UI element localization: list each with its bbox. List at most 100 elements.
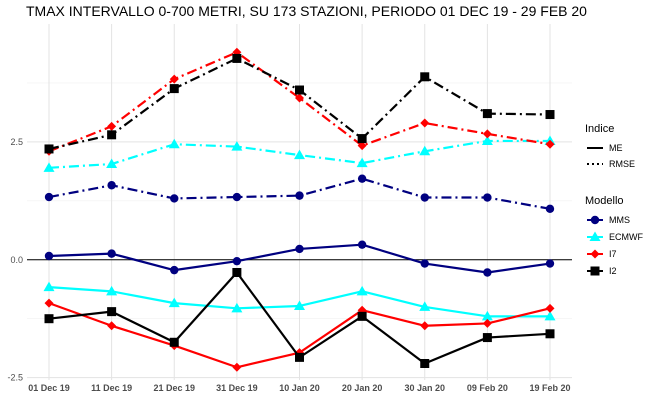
data-point: [420, 358, 430, 368]
chart-title: TMAX INTERVALLO 0-700 METRI, SU 173 STAZ…: [26, 3, 587, 19]
data-point: [44, 251, 54, 261]
axis-layer: -2.5 0.0 2.5 01 Dec 19 11 Dec 19 21 Dec 19 31 …: [7, 137, 570, 393]
data-point: [483, 268, 492, 277]
x-tick-label: 09 Feb 20: [467, 383, 508, 393]
series-layer: [43, 47, 556, 372]
data-point: [170, 265, 179, 275]
series-i2-rmse: [44, 53, 555, 154]
series-mms-rmse: [44, 174, 555, 214]
legend-label-i2: I2: [609, 266, 617, 276]
data-point: [169, 74, 179, 84]
data-point: [357, 141, 367, 151]
data-point: [231, 302, 243, 313]
data-point: [106, 158, 118, 169]
x-tick-label: 30 Jan 20: [404, 383, 445, 393]
data-point: [545, 329, 555, 339]
data-point: [294, 149, 305, 160]
data-point: [545, 204, 555, 214]
data-point: [544, 310, 556, 321]
legend-label-ecmwf: ECMWF: [609, 232, 643, 242]
data-point: [168, 138, 180, 149]
series-mms-me: [44, 240, 555, 277]
series-ecmwf-me: [43, 281, 556, 321]
data-point: [419, 145, 431, 156]
legend-title-modello: Modello: [585, 195, 624, 207]
data-point: [420, 72, 430, 82]
data-point: [483, 193, 492, 202]
data-point: [44, 144, 54, 154]
legend-label-me: ME: [609, 143, 623, 153]
data-point: [481, 135, 493, 145]
data-point: [232, 192, 242, 202]
data-point: [43, 281, 55, 292]
data-point: [419, 301, 431, 311]
data-point: [44, 314, 54, 324]
data-point: [107, 307, 117, 317]
data-point: [420, 118, 430, 128]
data-point: [357, 240, 367, 249]
x-tick-label: 31 Dec 19: [216, 383, 258, 393]
data-point: [44, 298, 54, 308]
y-tick-label: 2.5: [10, 137, 23, 147]
data-point: [107, 130, 117, 140]
data-point: [545, 259, 555, 268]
data-point: [481, 310, 493, 321]
data-point: [295, 352, 304, 362]
data-point: [545, 303, 555, 313]
x-tick-label: 21 Dec 19: [153, 383, 195, 393]
data-point: [107, 181, 116, 190]
data-point: [482, 129, 492, 139]
data-point: [107, 321, 117, 331]
x-tick-label: 01 Dec 19: [28, 383, 70, 393]
y-tick-label: -2.5: [7, 373, 23, 383]
data-point: [420, 193, 429, 202]
legend-label-mms: MMS: [609, 215, 630, 225]
data-point: [420, 259, 429, 268]
data-point: [357, 311, 367, 321]
data-point: [107, 121, 117, 131]
data-point: [232, 53, 242, 63]
data-point: [168, 297, 180, 308]
data-point: [482, 318, 492, 328]
legend-key-marker-ecmwf: [589, 231, 601, 241]
data-point: [545, 110, 555, 120]
data-point: [295, 93, 304, 103]
series-line: [48, 177, 551, 210]
data-point: [43, 162, 55, 172]
data-point: [295, 191, 304, 200]
x-tick-label: 11 Dec 19: [91, 383, 132, 393]
data-point: [356, 157, 368, 168]
data-point: [44, 192, 54, 202]
data-point: [295, 244, 304, 254]
data-point: [170, 194, 179, 203]
data-point: [169, 84, 179, 94]
legend-key-marker-mms: [590, 215, 600, 225]
data-point: [545, 139, 555, 149]
data-point: [482, 333, 492, 343]
legend-key-marker-i7: [590, 249, 600, 259]
legend-title-indice: Indice: [585, 123, 614, 135]
data-point: [106, 285, 118, 296]
x-tick-label: 19 Feb 20: [529, 383, 570, 393]
data-point: [482, 109, 492, 119]
series-i2-me: [44, 267, 555, 368]
data-point: [294, 300, 305, 310]
y-tick-label: 0.0: [10, 255, 23, 265]
data-point: [356, 285, 368, 296]
data-point: [357, 134, 367, 144]
data-point: [231, 141, 243, 151]
legend: Indice ME RMSE Modello MMS ECMWF I7 I2: [585, 123, 643, 276]
data-point: [169, 337, 179, 347]
legend-label-i7: I7: [609, 249, 617, 259]
x-tick-label: 10 Jan 20: [279, 383, 320, 393]
x-tick-label: 20 Jan 20: [342, 383, 383, 393]
grid-layer: [27, 24, 572, 380]
data-point: [295, 85, 304, 95]
data-point: [232, 256, 242, 266]
data-point: [420, 321, 430, 331]
data-point: [232, 267, 242, 277]
legend-label-rmse: RMSE: [609, 159, 635, 169]
legend-key-marker-i2: [590, 266, 600, 276]
data-point: [357, 174, 367, 183]
